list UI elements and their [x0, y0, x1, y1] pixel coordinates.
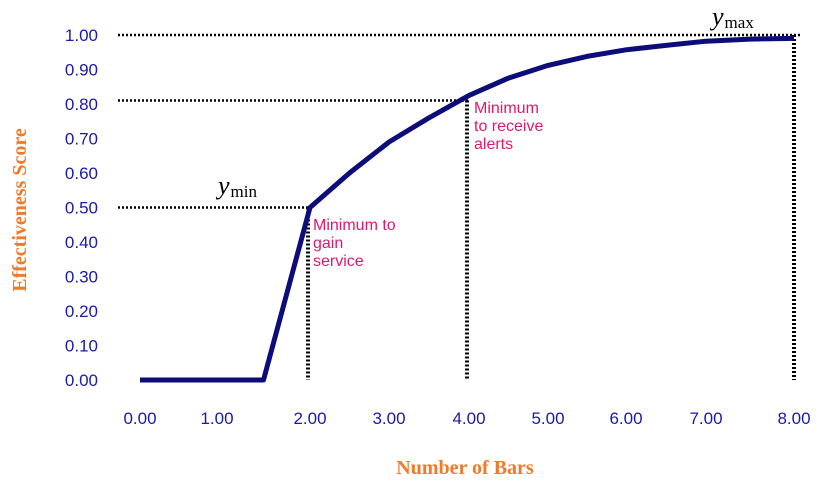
- x-tick-label: 3.00: [372, 409, 405, 428]
- x-axis-ticks: 0.00 1.00 2.00 3.00 4.00 5.00 6.00 7.00 8.00: [123, 409, 810, 428]
- x-tick-label: 8.00: [777, 409, 810, 428]
- y-tick-label: 0.30: [65, 268, 98, 287]
- y-tick-label: 0.50: [65, 199, 98, 218]
- y-axis-ticks: 0.00 0.10 0.20 0.30 0.40 0.50 0.60 0.70 0.80 0.90…: [65, 26, 98, 390]
- annotations: Minimum to gain service Minimum to receive al…: [313, 100, 543, 270]
- x-tick-label: 6.00: [609, 409, 642, 428]
- x-tick-label: 7.00: [689, 409, 722, 428]
- marker-ymax: ymax: [709, 2, 754, 32]
- y-tick-label: 0.70: [65, 130, 98, 149]
- y-tick-label: 0.00: [65, 371, 98, 390]
- guide-lines: [118, 35, 802, 380]
- y-tick-label: 0.90: [65, 61, 98, 80]
- x-tick-label: 2.00: [293, 409, 326, 428]
- y-tick-label: 0.10: [65, 337, 98, 356]
- x-tick-label: 5.00: [531, 409, 564, 428]
- x-axis-title: Number of Bars: [396, 457, 534, 479]
- y-tick-label: 1.00: [65, 26, 98, 45]
- y-tick-label: 0.60: [65, 164, 98, 183]
- annotation-min-alerts: Minimum to receive alerts: [474, 100, 543, 153]
- y-tick-label: 0.40: [65, 233, 98, 252]
- y-tick-label: 0.80: [65, 95, 98, 114]
- y-axis-title: Effectiveness Score: [9, 128, 31, 292]
- x-tick-label: 4.00: [452, 409, 485, 428]
- y-tick-label: 0.20: [65, 302, 98, 321]
- x-tick-label: 0.00: [123, 409, 156, 428]
- marker-ymin: ymin: [215, 171, 257, 201]
- x-tick-label: 1.00: [200, 409, 233, 428]
- annotation-min-service: Minimum to gain service: [313, 217, 396, 270]
